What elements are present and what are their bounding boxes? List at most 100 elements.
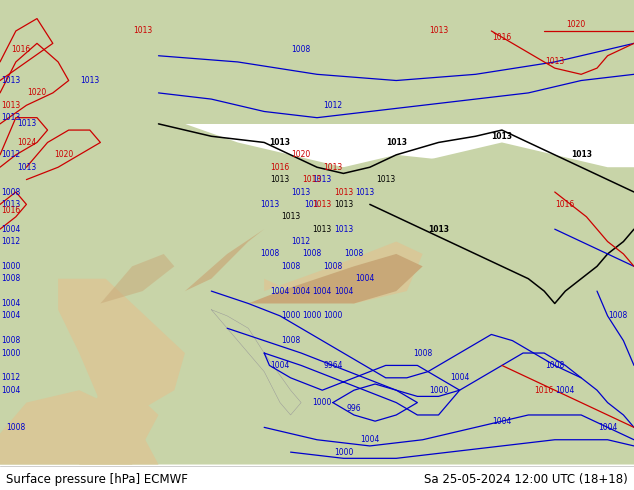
Text: 1016: 1016 <box>492 33 512 42</box>
Polygon shape <box>249 254 423 303</box>
Polygon shape <box>0 390 158 465</box>
Text: 1012: 1012 <box>323 101 342 110</box>
Text: 1004: 1004 <box>1 224 20 234</box>
Text: 1004: 1004 <box>355 274 374 283</box>
Text: 1008: 1008 <box>260 249 279 258</box>
Text: 1004: 1004 <box>270 361 290 370</box>
Text: 1004: 1004 <box>1 386 20 395</box>
Text: 1004: 1004 <box>492 416 512 426</box>
Text: 1000: 1000 <box>302 311 321 320</box>
Polygon shape <box>607 192 634 229</box>
Text: 1004: 1004 <box>1 311 20 320</box>
Text: 1013: 1013 <box>313 200 332 209</box>
Text: 1000: 1000 <box>1 348 20 358</box>
Text: 1008: 1008 <box>6 423 25 432</box>
Polygon shape <box>185 229 264 291</box>
Text: 1008: 1008 <box>281 262 301 271</box>
Text: 1013: 1013 <box>281 212 301 221</box>
Text: 1013: 1013 <box>323 163 342 172</box>
Text: 1013: 1013 <box>269 138 290 147</box>
Text: 1012: 1012 <box>292 237 311 246</box>
Text: 1000: 1000 <box>429 386 448 395</box>
Text: 1012: 1012 <box>1 237 20 246</box>
Text: 1000: 1000 <box>313 398 332 407</box>
Polygon shape <box>100 254 174 303</box>
Text: 1008: 1008 <box>292 45 311 54</box>
Text: 1016: 1016 <box>534 386 554 395</box>
Text: 1013: 1013 <box>292 188 311 196</box>
Text: 1013: 1013 <box>428 224 449 234</box>
Text: 1020: 1020 <box>292 150 311 159</box>
Text: 1012: 1012 <box>1 150 20 159</box>
Text: 1013: 1013 <box>302 175 321 184</box>
Text: 1013: 1013 <box>333 224 353 234</box>
Text: 1013: 1013 <box>260 200 279 209</box>
Text: 1013: 1013 <box>571 150 592 159</box>
Polygon shape <box>211 291 333 434</box>
Text: 1004: 1004 <box>1 299 20 308</box>
Text: 1016: 1016 <box>555 200 575 209</box>
Text: 1004: 1004 <box>450 373 469 382</box>
Text: 1013: 1013 <box>1 101 20 110</box>
Text: 1013: 1013 <box>313 175 332 184</box>
Text: 1013: 1013 <box>133 26 152 35</box>
Polygon shape <box>375 291 502 434</box>
Polygon shape <box>0 0 634 124</box>
Text: 1013: 1013 <box>333 200 353 209</box>
Text: 1013: 1013 <box>545 57 564 67</box>
Text: 1004: 1004 <box>292 287 311 295</box>
Text: 1013: 1013 <box>1 113 20 122</box>
Text: 1013: 1013 <box>355 188 374 196</box>
Text: 1013: 1013 <box>16 163 36 172</box>
Text: Surface pressure [hPa] ECMWF: Surface pressure [hPa] ECMWF <box>6 473 188 486</box>
Text: 1008: 1008 <box>1 336 20 345</box>
Polygon shape <box>555 217 586 267</box>
Polygon shape <box>528 229 555 260</box>
Text: 1013: 1013 <box>313 224 332 234</box>
Text: 1008: 1008 <box>323 262 342 271</box>
Polygon shape <box>0 0 79 124</box>
Polygon shape <box>0 0 53 93</box>
Text: 996: 996 <box>347 404 361 413</box>
Text: 1008: 1008 <box>609 311 628 320</box>
Text: 1004: 1004 <box>270 287 290 295</box>
Polygon shape <box>58 279 185 415</box>
Text: 1000: 1000 <box>323 311 342 320</box>
Text: 1004: 1004 <box>360 435 380 444</box>
Text: 1013: 1013 <box>376 175 396 184</box>
Text: 1013: 1013 <box>385 138 407 147</box>
Text: 1008: 1008 <box>1 274 20 283</box>
Text: 1004: 1004 <box>313 287 332 295</box>
Text: 1013: 1013 <box>429 26 448 35</box>
Text: 1020: 1020 <box>566 20 586 29</box>
Text: 1008: 1008 <box>302 249 321 258</box>
Text: Sa 25-05-2024 12:00 UTC (18+18): Sa 25-05-2024 12:00 UTC (18+18) <box>424 473 628 486</box>
Polygon shape <box>502 303 512 328</box>
Text: 9964: 9964 <box>323 361 342 370</box>
Text: 1024: 1024 <box>16 138 36 147</box>
Text: 1013: 1013 <box>270 175 290 184</box>
Text: 1008: 1008 <box>545 361 564 370</box>
Text: 1020: 1020 <box>27 88 47 98</box>
Text: 1008: 1008 <box>1 188 20 196</box>
Text: 1008: 1008 <box>281 336 301 345</box>
Text: 1013: 1013 <box>80 76 100 85</box>
Text: 1008: 1008 <box>344 249 364 258</box>
Text: 1008: 1008 <box>413 348 432 358</box>
Text: 101: 101 <box>304 200 319 209</box>
Polygon shape <box>285 403 301 427</box>
Text: 1004: 1004 <box>333 287 353 295</box>
Text: 1004: 1004 <box>598 423 618 432</box>
Text: 1013: 1013 <box>491 132 512 141</box>
Text: 1016: 1016 <box>270 163 290 172</box>
Polygon shape <box>491 353 523 415</box>
Text: 1016: 1016 <box>11 45 31 54</box>
Polygon shape <box>264 155 555 353</box>
Text: 1000: 1000 <box>281 311 301 320</box>
Text: 1016: 1016 <box>1 206 20 215</box>
Text: 1013: 1013 <box>333 188 353 196</box>
Text: 1004: 1004 <box>555 386 575 395</box>
Text: 1020: 1020 <box>54 150 73 159</box>
Text: 1000: 1000 <box>1 262 20 271</box>
Polygon shape <box>0 124 634 465</box>
